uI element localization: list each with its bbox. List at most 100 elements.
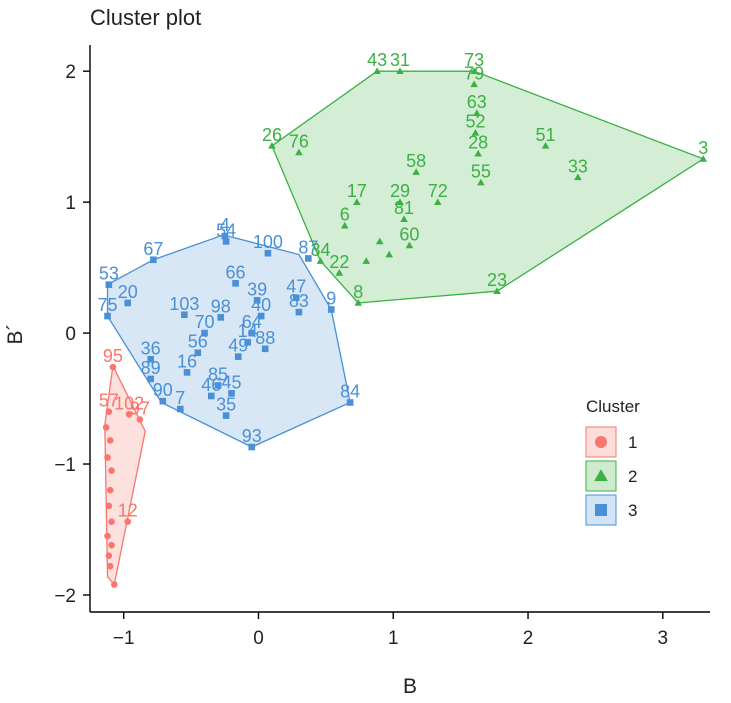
point-label: 6 — [340, 205, 350, 225]
cluster-1-point — [106, 437, 114, 444]
point-label: 49 — [228, 336, 248, 356]
point-label: 40 — [251, 295, 271, 315]
cluster-2-point — [385, 250, 394, 258]
x-tick-label: 2 — [523, 628, 534, 649]
cluster-3-point — [253, 297, 261, 304]
cluster-3-hull — [106, 234, 351, 448]
point-label: 54 — [216, 220, 236, 240]
cluster-2-point — [574, 173, 582, 181]
point-label: 98 — [211, 296, 231, 316]
cluster-1-point — [104, 532, 111, 540]
point-label: 73 — [464, 50, 484, 70]
point-label: 47 — [286, 277, 306, 297]
cluster-hulls — [104, 70, 705, 586]
cluster-1-point — [105, 552, 113, 559]
y-tick-label: 1 — [65, 193, 76, 214]
cluster-1-point — [106, 486, 114, 494]
cluster-3-point — [105, 281, 113, 288]
cluster-3-point — [217, 314, 225, 321]
point-label: 87 — [298, 237, 318, 257]
x-tick-label: 3 — [658, 628, 669, 649]
cluster-3-point — [295, 308, 303, 316]
point-label: 76 — [289, 131, 309, 151]
chart-title: Cluster plot — [90, 5, 201, 30]
cluster-3-point — [104, 312, 111, 320]
cluster-2-point — [493, 287, 501, 295]
cluster-1-point — [105, 408, 113, 415]
point-label: 3 — [698, 138, 708, 158]
legend-label-3: 3 — [628, 501, 637, 520]
cluster-2-point — [541, 142, 550, 149]
point-label: 16 — [177, 351, 197, 371]
legend-marker-2 — [594, 469, 608, 482]
cluster-3-point — [327, 306, 335, 313]
point-label: 67 — [143, 239, 163, 259]
cluster-1-point — [108, 541, 115, 549]
cluster-1-point — [125, 410, 133, 418]
cluster-3-point — [159, 397, 167, 405]
cluster-2-point — [295, 148, 303, 156]
cluster-3-point — [232, 280, 239, 287]
point-label: 57 — [99, 391, 119, 411]
point-label: 7 — [175, 388, 185, 408]
cluster-3-point — [305, 255, 312, 262]
point-label: 36 — [141, 338, 161, 358]
point-label: 84 — [340, 381, 360, 401]
cluster-3-point — [147, 355, 154, 363]
legend-title: Cluster — [586, 397, 640, 416]
point-label: 12 — [118, 501, 138, 521]
cluster-3-point — [194, 349, 202, 357]
y-tick-label: −2 — [54, 586, 76, 607]
y-tick-label: 2 — [65, 62, 76, 83]
y-tick-label: 0 — [65, 324, 76, 345]
legend-marker-3 — [595, 504, 607, 516]
point-label: 89 — [141, 358, 161, 378]
point-label: 8 — [353, 282, 363, 302]
point-label: 58 — [406, 151, 426, 171]
cluster-3-point — [248, 443, 256, 451]
y-axis-title: B´ — [4, 324, 27, 345]
data-points — [102, 67, 708, 588]
point-label: 4 — [220, 215, 230, 235]
cluster-3-point — [264, 249, 272, 257]
point-label: 23 — [487, 270, 507, 290]
cluster-2-point — [335, 269, 344, 276]
point-label: 97 — [130, 399, 150, 419]
legend-label-2: 2 — [628, 467, 637, 486]
x-axis-title: B — [403, 675, 417, 698]
point-label: 60 — [399, 224, 419, 244]
point-label: 17 — [347, 181, 367, 201]
point-label: 90 — [153, 380, 173, 400]
point-label: 43 — [367, 50, 387, 70]
point-label: 83 — [289, 291, 309, 311]
cluster-1-point — [102, 424, 110, 431]
cluster-1-point — [109, 363, 117, 371]
cluster-3-point — [261, 345, 269, 353]
point-label: 70 — [195, 312, 215, 332]
cluster-1-point — [136, 416, 144, 423]
cluster-2-point — [405, 241, 414, 249]
cluster-3-point — [248, 329, 256, 337]
cluster-3-point — [214, 382, 222, 389]
point-label: 55 — [471, 161, 491, 181]
point-label: 64 — [242, 312, 262, 332]
point-label: 63 — [467, 92, 487, 112]
cluster-1-point — [124, 518, 132, 525]
legend-label-1: 1 — [628, 433, 637, 452]
y-tick-label: −1 — [54, 455, 76, 476]
cluster-2-point — [316, 257, 325, 264]
cluster-2-point — [340, 221, 349, 229]
cluster-2-point — [400, 215, 408, 223]
legend-marker-1 — [595, 436, 607, 448]
cluster-3-point — [234, 353, 242, 360]
cluster-3-point — [183, 369, 191, 376]
point-label: 46 — [201, 375, 221, 395]
point-label: 9 — [326, 289, 336, 309]
cluster-3-point — [221, 232, 229, 240]
point-label: 102 — [114, 393, 144, 413]
point-label: 20 — [118, 282, 138, 302]
legend: Cluster 1 2 3 — [585, 397, 640, 526]
point-label: 56 — [188, 332, 208, 352]
